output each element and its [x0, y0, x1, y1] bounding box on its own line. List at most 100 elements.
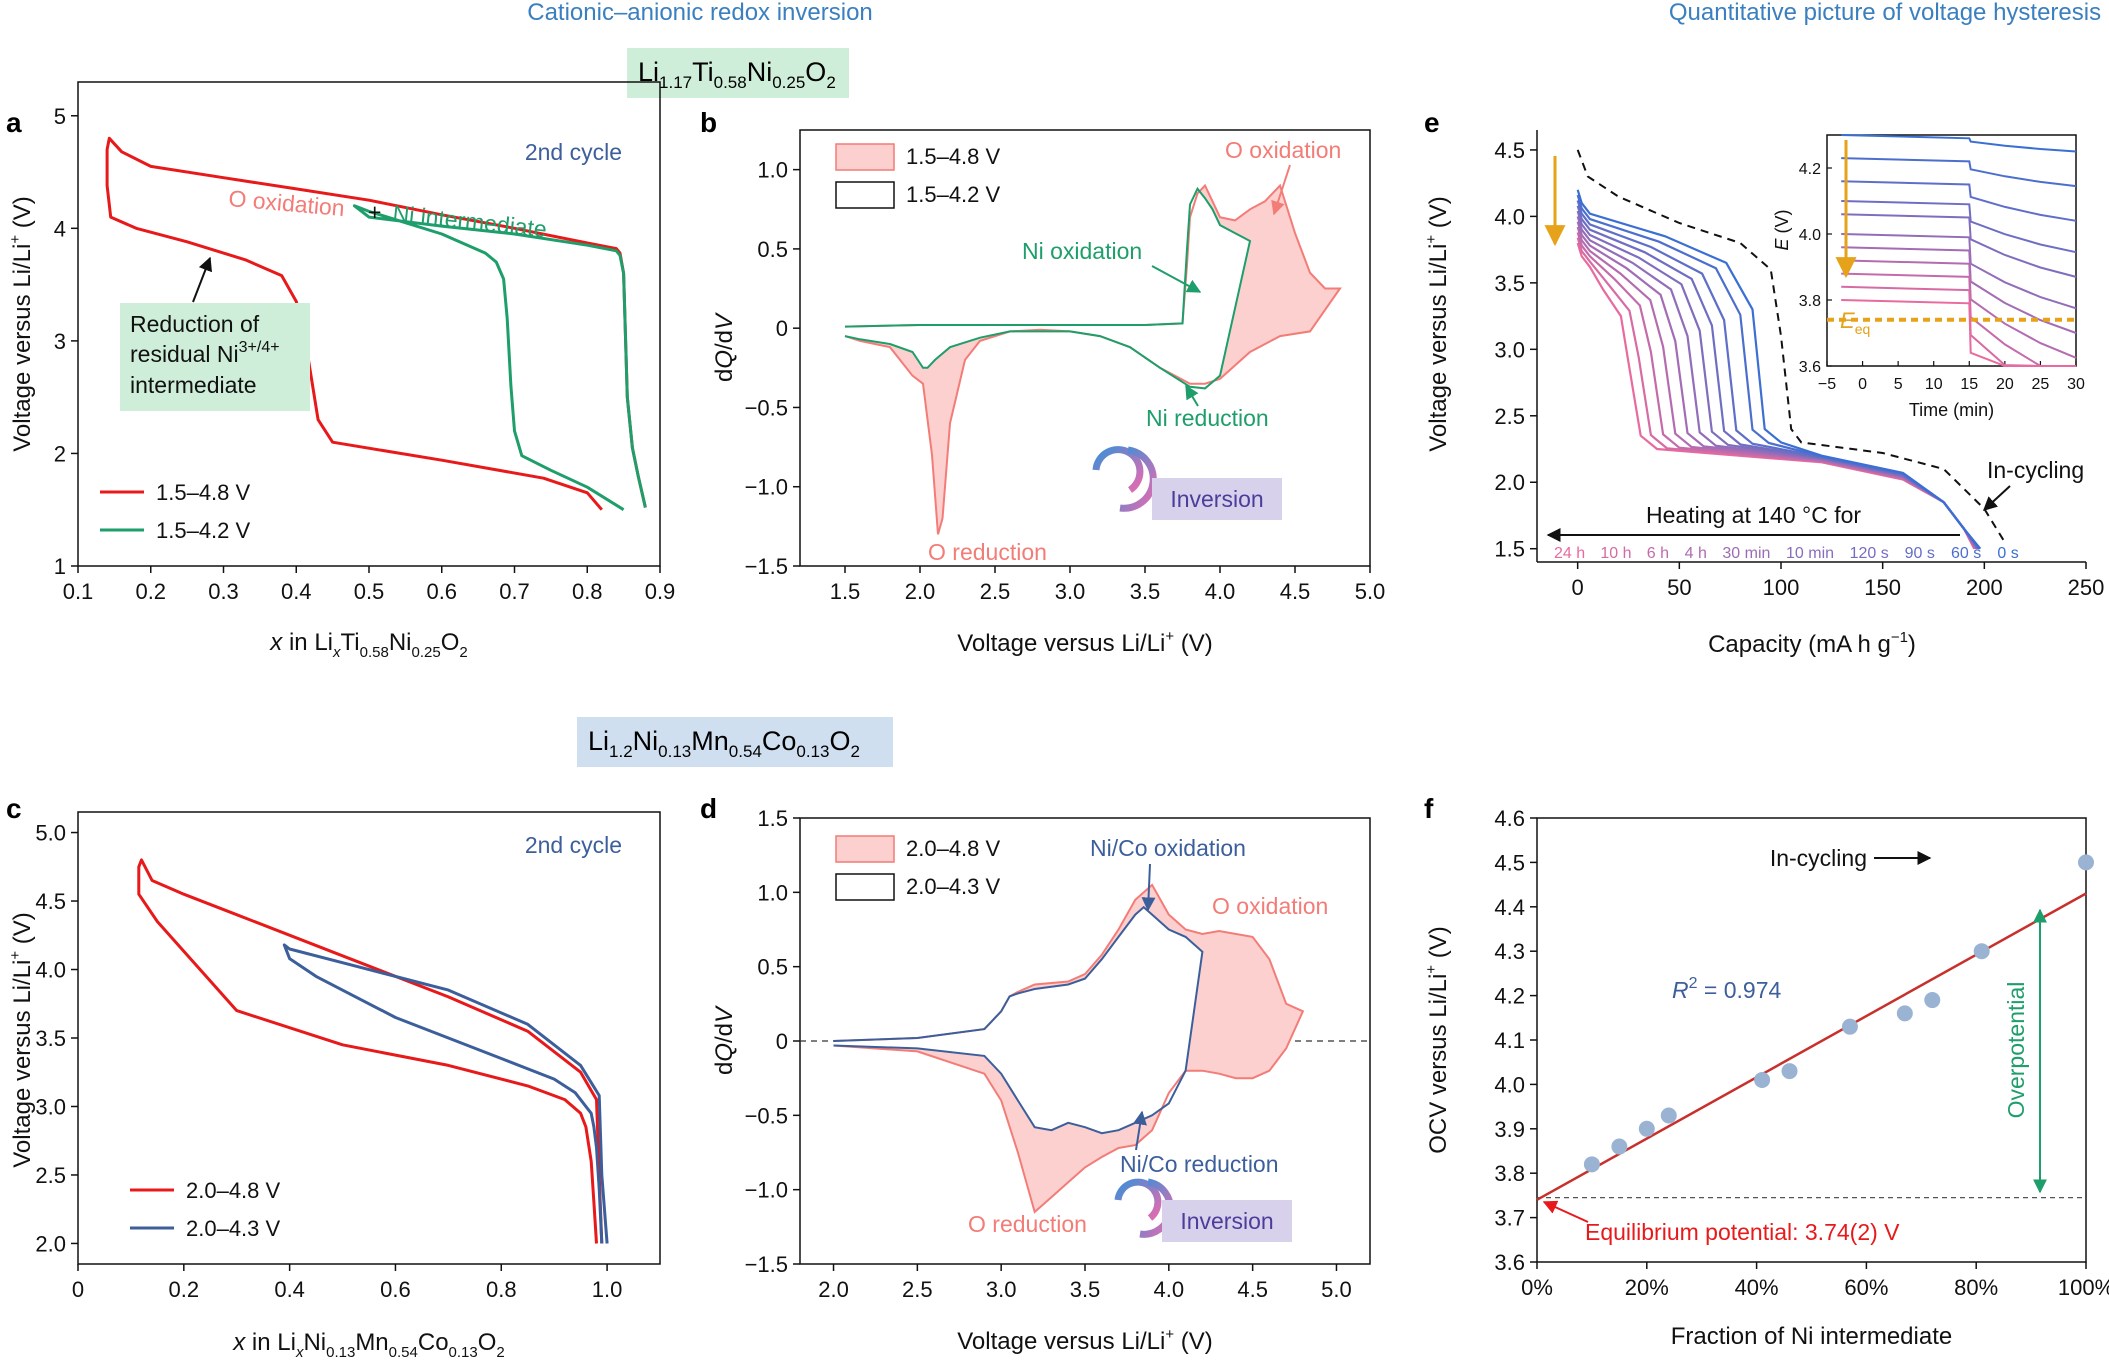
e-x-axis-label: Capacity (mA h g−1): [1708, 629, 1916, 658]
d-legend-swatch: [835, 835, 895, 863]
e-x-tick-label: 200: [1966, 575, 2003, 600]
d-nico-reduction-arrow: [1133, 1110, 1147, 1151]
xl-sub: 0.25: [411, 644, 440, 661]
d-y-tick-label: 0: [776, 1029, 788, 1054]
d-x-tick-label: 2.0: [818, 1277, 849, 1302]
a-reduction-line3: intermediate: [130, 372, 257, 398]
f-fit-line: [1536, 892, 2087, 1201]
d-x-tick-label: 4.0: [1154, 1277, 1185, 1302]
e-time-label: 4 h: [1685, 545, 1707, 562]
inset-yl: (V): [1772, 209, 1792, 238]
b-x-tick-label: 3.5: [1130, 579, 1161, 604]
xl-italic: x: [232, 1329, 246, 1356]
f-x-tick-label: 80%: [1954, 1275, 1998, 1300]
e-y-tick-label: 3.5: [1494, 271, 1525, 296]
panel-f: 0% 20% 40% 60% 80% 100% 4.6 4.5 4.4 4.3 4.2 4.1 4.0 3…: [1423, 806, 2109, 1350]
ylabel-sup: +: [7, 951, 24, 960]
c-legend-label: 2.0–4.8 V: [186, 1178, 281, 1203]
a-series-line: [352, 204, 647, 511]
d-y-tick-label: −0.5: [745, 1103, 788, 1128]
a-y-tick-label: 2: [54, 441, 66, 466]
d-series-line: [833, 905, 1204, 1135]
xlabel-sup: +: [1165, 628, 1174, 645]
e-inset-y-label: E (V): [1772, 209, 1792, 250]
a-x-tick-label: 0.7: [499, 579, 530, 604]
d-x-tick-label: 2.5: [902, 1277, 933, 1302]
d-y-tick-label: 0.5: [757, 955, 788, 980]
b-y-tick-label: −1.5: [745, 554, 788, 579]
f-x-tick-label: 60%: [1844, 1275, 1888, 1300]
f-x-tick-label: 40%: [1735, 1275, 1779, 1300]
b-x-tick-label: 2.5: [980, 579, 1011, 604]
a-reduction-arrow: [192, 256, 212, 303]
xl: Ni: [389, 629, 412, 656]
d-legend-label: 2.0–4.8 V: [906, 836, 1001, 861]
b-x-tick-label: 3.0: [1055, 579, 1086, 604]
b-ni-oxidation-arrow: [1151, 265, 1202, 293]
e-inset-x-tick-label: −5: [1818, 376, 1836, 393]
panel-label-f: f: [1424, 793, 1434, 824]
panel-label-b: b: [700, 107, 717, 138]
f-y-tick-label: 3.7: [1494, 1206, 1525, 1231]
c-x-tick-label: 0.6: [380, 1277, 411, 1302]
e-inset-eq-label: Eeq: [1840, 308, 1870, 337]
e-time-label: 30 min: [1722, 545, 1770, 562]
f-equilibrium-arrow: [1542, 1200, 1589, 1223]
a-x-tick-label: 0.3: [208, 579, 239, 604]
b-x-tick-label: 4.0: [1205, 579, 1236, 604]
formula-top-box: [627, 48, 849, 98]
panel-d: 2.0 2.5 3.0 3.5 4.0 4.5 5.0 1.5 1.0 0.5 0 −0.5 −1.0 −…: [711, 806, 1371, 1355]
xl-sub: 0.58: [360, 644, 389, 661]
b-x-tick-label: 2.0: [905, 579, 936, 604]
c-y-axis-label: Voltage versus Li/Li+ (V): [7, 912, 36, 1168]
c-x-tick-label: 0.8: [486, 1277, 517, 1302]
c-y-tick-label: 4.0: [35, 958, 66, 983]
panel-label-e: e: [1424, 107, 1440, 138]
e-inset-y-tick-label: 4.2: [1799, 161, 1821, 178]
xl-italic: x: [269, 629, 283, 656]
e-inset-x-tick-label: 30: [2067, 376, 2085, 393]
ylabel-text: Voltage versus Li/Li: [9, 960, 36, 1168]
c-x-tick-label: 1.0: [592, 1277, 623, 1302]
d-y-tick-label: 1.0: [757, 880, 788, 905]
b-series-line: [844, 186, 1252, 390]
c-legend-label: 2.0–4.3 V: [186, 1216, 281, 1241]
yl: d: [711, 369, 738, 382]
panel-e: 0 50 100 150 200 2501.52.02.53.03.54.04.5Capa…: [1423, 130, 2104, 658]
b-y-tick-label: 0.5: [757, 237, 788, 262]
f-y-tick-label: 4.4: [1494, 895, 1525, 920]
a-legend-label: 1.5–4.8 V: [156, 480, 251, 505]
c-series-line: [137, 858, 604, 1244]
f-y-tick-label: 4.3: [1494, 939, 1525, 964]
e-y-tick-label: 4.5: [1494, 138, 1525, 163]
a-y-tick-label: 1: [54, 554, 66, 579]
d-nico-oxidation-label: Ni/Co oxidation: [1090, 835, 1246, 861]
formula-bottom: Li1.2Ni0.13Mn0.54Co0.13O2: [588, 726, 860, 761]
e-y-tick-label: 3.0: [1494, 337, 1525, 362]
e-time-label: 0 s: [1997, 545, 2018, 562]
b-y-tick-label: 0: [776, 316, 788, 341]
a-reduction-line1: Reduction of: [130, 311, 260, 337]
b-area-mask: [845, 188, 1250, 389]
e-incycling-label: In-cycling: [1987, 457, 2084, 483]
panel-c: 0 0.2 0.4 0.6 0.8 1.0 2.0 2.5 3.0 3.5 4.0 4.5 5.0 2.0…: [7, 811, 661, 1361]
a-reduction-line2: residual Ni3+/4+: [130, 339, 280, 367]
b-ni-reduction-label: Ni reduction: [1146, 405, 1269, 431]
f-data-point: [1583, 1156, 1600, 1173]
d-inversion-box: [1162, 1200, 1292, 1242]
a-legend-label: 1.5–4.2 V: [156, 518, 251, 543]
c-y-tick-label: 5.0: [35, 821, 66, 846]
d-legend-swatch: [835, 873, 895, 901]
f-data-point: [1781, 1063, 1798, 1080]
e-inset-series-line: [1841, 180, 2077, 222]
f-y-tick-label: 4.2: [1494, 984, 1525, 1009]
f-data-point: [1611, 1138, 1628, 1155]
ylabel-sup: +: [1423, 235, 1440, 244]
b-x-axis-label: Voltage versus Li/Li+ (V): [957, 628, 1213, 657]
c-y-tick-label: 2.5: [35, 1163, 66, 1188]
b-legend-swatch: [835, 143, 895, 171]
e-inset-series-line: [1841, 200, 2077, 254]
xl-sub: 0.54: [389, 1344, 418, 1361]
e-y-tick-label: 2.0: [1494, 470, 1525, 495]
xl: Co: [418, 1329, 449, 1356]
